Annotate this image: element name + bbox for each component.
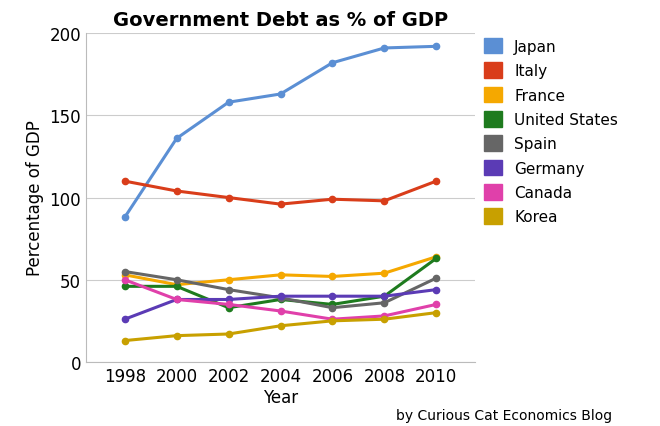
- France: [432, 255, 440, 260]
- Line: Canada: Canada: [121, 277, 440, 322]
- Germany: [121, 317, 129, 322]
- Germany: [277, 294, 284, 299]
- United States: [432, 256, 440, 261]
- Canada: [121, 278, 129, 283]
- Japan: [329, 61, 337, 66]
- France: [329, 274, 337, 279]
- United States: [224, 305, 232, 311]
- Line: Spain: Spain: [121, 269, 440, 311]
- Italy: [173, 189, 181, 194]
- Germany: [380, 294, 388, 299]
- Text: by Curious Cat Economics Blog: by Curious Cat Economics Blog: [396, 408, 612, 422]
- Spain: [173, 278, 181, 283]
- United States: [277, 297, 284, 302]
- Korea: [380, 317, 388, 322]
- Korea: [224, 332, 232, 337]
- Line: United States: United States: [121, 256, 440, 311]
- Italy: [329, 197, 337, 202]
- X-axis label: Year: Year: [263, 388, 298, 406]
- Spain: [432, 276, 440, 281]
- Canada: [277, 309, 284, 314]
- France: [173, 282, 181, 288]
- Canada: [173, 297, 181, 302]
- France: [380, 271, 388, 276]
- Line: France: France: [121, 254, 440, 288]
- Spain: [277, 296, 284, 301]
- Spain: [329, 305, 337, 311]
- Spain: [380, 300, 388, 305]
- Japan: [121, 215, 129, 220]
- United States: [173, 284, 181, 289]
- Japan: [380, 46, 388, 52]
- Germany: [432, 288, 440, 293]
- Korea: [277, 323, 284, 328]
- Line: Italy: Italy: [121, 178, 440, 208]
- Germany: [173, 297, 181, 302]
- Italy: [224, 196, 232, 201]
- France: [277, 273, 284, 278]
- Italy: [432, 179, 440, 184]
- Legend: Japan, Italy, France, United States, Spain, Germany, Canada, Korea: Japan, Italy, France, United States, Spa…: [479, 34, 622, 230]
- Line: Germany: Germany: [121, 287, 440, 322]
- United States: [380, 294, 388, 299]
- Italy: [277, 202, 284, 207]
- Japan: [224, 101, 232, 106]
- Line: Japan: Japan: [121, 44, 440, 221]
- Canada: [224, 302, 232, 307]
- Korea: [173, 333, 181, 338]
- Japan: [277, 92, 284, 97]
- Canada: [432, 302, 440, 307]
- Italy: [380, 199, 388, 204]
- Germany: [224, 297, 232, 302]
- Y-axis label: Percentage of GDP: Percentage of GDP: [26, 120, 44, 276]
- Canada: [380, 314, 388, 319]
- Spain: [224, 288, 232, 293]
- Spain: [121, 269, 129, 274]
- France: [224, 278, 232, 283]
- Italy: [121, 179, 129, 184]
- Line: Korea: Korea: [121, 310, 440, 344]
- France: [121, 273, 129, 278]
- Canada: [329, 317, 337, 322]
- Japan: [432, 45, 440, 50]
- Korea: [121, 338, 129, 343]
- Germany: [329, 294, 337, 299]
- United States: [329, 302, 337, 307]
- United States: [121, 284, 129, 289]
- Title: Government Debt as % of GDP: Government Debt as % of GDP: [113, 11, 448, 30]
- Japan: [173, 136, 181, 141]
- Korea: [329, 319, 337, 324]
- Korea: [432, 310, 440, 315]
